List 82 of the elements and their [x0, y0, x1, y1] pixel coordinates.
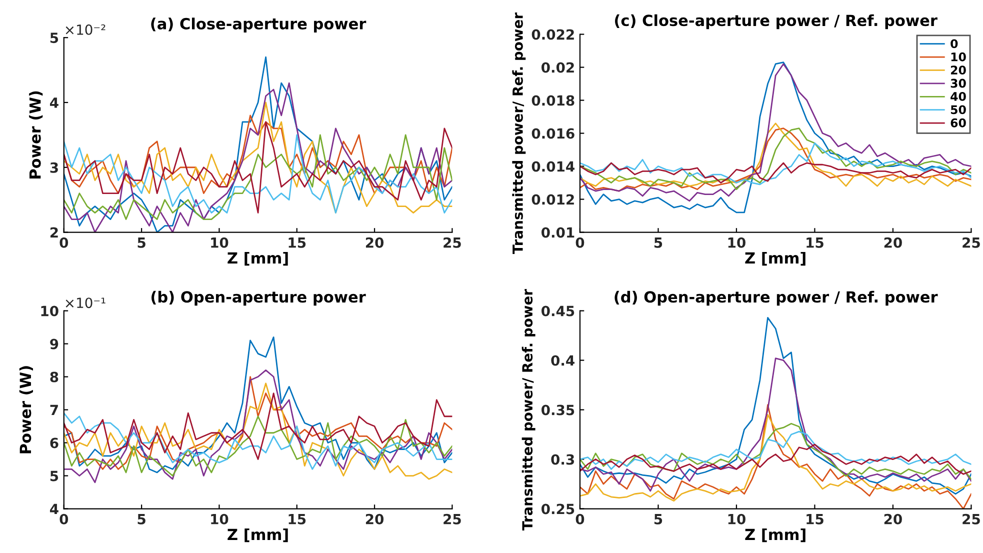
line-series [64, 392, 452, 460]
y-tick-label: 0.3 [551, 454, 574, 465]
line-series [580, 422, 972, 480]
y-tick-label: 3 [50, 162, 58, 173]
x-tick-label: 25 [444, 237, 461, 248]
y-tick-label: 0.018 [532, 95, 574, 106]
chart-title: (c) Close-aperture power / Ref. power [615, 14, 938, 30]
line-series [64, 376, 452, 470]
line-series [580, 317, 972, 495]
y-tick-label: 8 [50, 372, 58, 382]
legend-label: 50 [950, 105, 966, 114]
y-axis-title: Power (W) [29, 91, 43, 178]
x-tick-label: 0 [60, 514, 68, 524]
x-tick-label: 25 [962, 514, 980, 524]
x-tick-label: 25 [962, 237, 980, 248]
x-tick-label: 5 [654, 514, 662, 524]
y-tick-label: 0.25 [542, 504, 574, 514]
line-series [580, 430, 972, 470]
text: ×10⁻¹ [66, 298, 106, 308]
line-series [64, 416, 452, 476]
legend-label: 30 [950, 78, 966, 88]
legend-label: 60 [950, 118, 966, 128]
text: ×10⁻² [66, 24, 106, 35]
x-tick-label: 10 [728, 514, 746, 524]
x-axis-title: Z [mm] [745, 252, 806, 266]
y-axis-title: Transmitted power/ Ref. power [512, 12, 526, 254]
x-tick-label: 10 [211, 514, 228, 524]
x-tick-label: 25 [444, 514, 461, 524]
y-tick-label: 0.014 [532, 161, 574, 172]
chart-title: (b) Open-aperture power [152, 290, 366, 306]
y-tick-label: 7 [50, 404, 58, 416]
x-tick-label: 5 [654, 238, 662, 248]
y-tick-label: 4 [50, 504, 58, 514]
y-axis-title: Transmitted power/ Ref. power [522, 289, 536, 531]
x-tick-label: 0 [60, 237, 68, 248]
legend-label: 10 [951, 52, 966, 62]
line-series [580, 358, 972, 492]
x-axis-title: Z [mm] [745, 528, 806, 542]
x-tick-label: 5 [138, 238, 146, 248]
x-axis-title: Z [mm] [228, 252, 288, 266]
x-tick-label: 10 [728, 237, 746, 248]
legend-label: 20 [950, 66, 966, 75]
y-tick-label: 0.4 [551, 355, 574, 366]
x-tick-label: 15 [806, 238, 824, 248]
line-series [580, 444, 972, 475]
line-series [580, 162, 972, 184]
x-tick-label: 15 [806, 514, 824, 524]
y-tick-label: 9 [50, 338, 58, 350]
chart-title: (d) Open-aperture power / Ref. power [614, 290, 938, 306]
y-tick-label: 5 [50, 32, 58, 44]
line-series [64, 336, 452, 474]
y-tick-label: 10 [41, 306, 58, 316]
line-series [580, 142, 972, 186]
y-tick-label: 0.02 [542, 62, 574, 73]
x-axis-title: Z [mm] [228, 528, 288, 542]
x-tick-label: 5 [138, 514, 146, 524]
y-tick-label: 5 [50, 470, 58, 482]
legend-label: 0 [950, 39, 958, 48]
y-tick-label: 4 [50, 98, 58, 108]
x-tick-label: 20 [366, 237, 384, 248]
x-tick-label: 15 [288, 238, 306, 248]
x-tick-label: 20 [884, 237, 902, 248]
x-tick-label: 0 [576, 237, 584, 248]
line-series [580, 414, 972, 502]
y-tick-label: 0.022 [532, 29, 574, 40]
y-tick-label: 0.012 [532, 194, 574, 205]
x-tick-label: 10 [211, 237, 228, 248]
y-tick-label: 0.01 [542, 227, 574, 238]
line-series [64, 412, 452, 470]
y-tick-label: 0.45 [542, 306, 574, 316]
y-tick-label: 2 [50, 227, 58, 238]
line-series [64, 102, 452, 214]
x-tick-label: 20 [366, 514, 384, 524]
chart-title: (a) Close-aperture power [151, 18, 366, 32]
y-tick-label: 0.016 [532, 128, 574, 139]
y-tick-label: 6 [50, 438, 58, 448]
y-tick-label: 0.35 [542, 404, 574, 416]
x-tick-label: 15 [288, 514, 306, 524]
x-tick-label: 0 [576, 514, 584, 524]
x-tick-label: 20 [884, 514, 902, 524]
legend-label: 40 [950, 92, 966, 101]
y-axis-title: Power (W) [19, 366, 33, 454]
